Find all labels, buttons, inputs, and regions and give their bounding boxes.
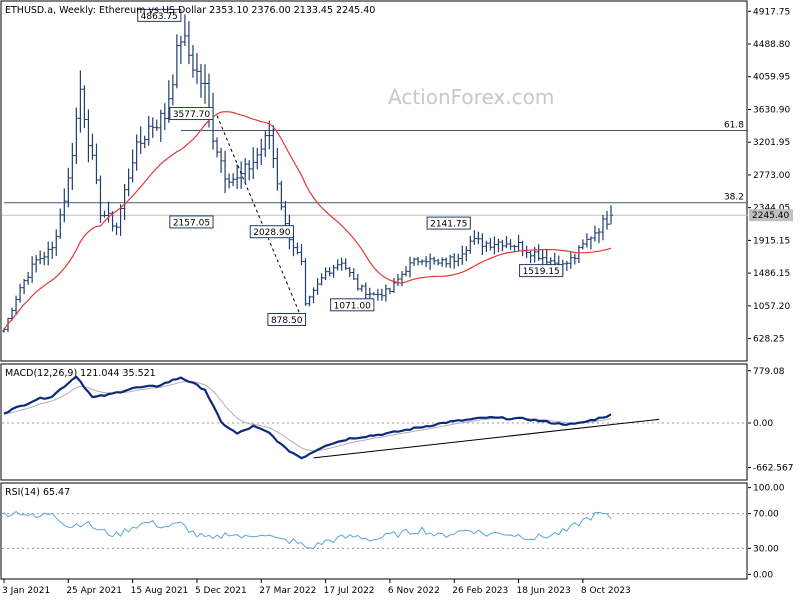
time-axis-label: 27 Mar 2022 (259, 586, 316, 596)
price-label-box-4 (267, 312, 306, 326)
price-label-box-6 (426, 216, 471, 230)
price-label-box-7 (519, 264, 564, 278)
price-axis-label: 1057.20 (753, 302, 790, 312)
price-label-0: 4863.75 (141, 12, 178, 22)
price-axis-label: 2773.00 (753, 171, 790, 181)
time-axis-label: 3 Jan 2021 (2, 586, 50, 596)
price-label-3: 2028.90 (253, 228, 290, 238)
current-price-tag (749, 209, 793, 222)
price-label-box-5 (330, 298, 375, 312)
price-label-6: 2141.75 (430, 220, 467, 230)
price-axis-label: 2344.05 (753, 204, 790, 214)
time-axis-label: 17 Jul 2022 (324, 586, 375, 596)
price-label-box-1 (169, 107, 214, 121)
time-axis-label: 18 Jun 2023 (517, 586, 571, 596)
current-price-label: 2245.40 (752, 211, 789, 221)
price-label-1: 3577.70 (173, 110, 210, 120)
price-label-box-2 (169, 215, 214, 229)
rsi-indicator: 100.00 70.00 30.00 0.00 (2, 484, 785, 580)
macd-indicator: 779.08 0.00 -662.567 (2, 367, 793, 473)
price-dashed-trendline (216, 115, 302, 319)
rsi-axis-label: 70.00 (753, 510, 779, 520)
rsi-line (3, 510, 612, 550)
fib-label-0: 61.8 (724, 121, 744, 131)
moving-average (3, 111, 612, 330)
price-axis-label: 4059.95 (753, 73, 790, 83)
time-axis-label: 15 Aug 2021 (131, 586, 189, 596)
price-axis-label: 628.25 (753, 335, 785, 345)
price-label-box-0 (137, 8, 182, 22)
rsi-label: RSI(14) 65.47 (5, 487, 70, 498)
price-axis-label: 4917.75 (753, 7, 790, 17)
price-axis-label: 4488.80 (753, 40, 790, 50)
price-labels: 4863.75 3577.70 2157.05 2028.90 878.50 1071.0… (137, 8, 564, 326)
time-axis-label: 6 Nov 2022 (388, 586, 440, 596)
price-label-5: 1071.00 (334, 301, 371, 311)
time-axis-label: 26 Feb 2023 (452, 586, 508, 596)
trend-lines (216, 115, 302, 319)
price-candles (2, 14, 614, 333)
macd-trendline (313, 418, 660, 459)
macd-axis-label: 779.08 (753, 367, 785, 377)
macd-axis-label: 0.00 (753, 419, 773, 429)
rsi-panel-border (0, 482, 748, 580)
time-axis-label: 25 Apr 2021 (66, 586, 122, 596)
rsi-axis-label: 30.00 (753, 544, 779, 554)
rsi-axis-label: 100.00 (753, 484, 785, 494)
moving-average-line (3, 111, 612, 330)
macd-line (3, 375, 612, 460)
chart-title: ETHUSD.a, Weekly: Ethereum vs US Dollar … (5, 5, 375, 16)
macd-axis-label: -662.567 (753, 463, 793, 473)
time-axis-label: 8 Oct 2023 (581, 586, 631, 596)
price-axis: 4917.75 4488.80 4059.95 3630.90 3201.95 2773.… (748, 7, 793, 345)
price-axis-label: 1915.15 (753, 236, 790, 246)
time-axis: 3 Jan 2021 25 Apr 2021 15 Aug 2021 5 Dec 20… (2, 579, 631, 596)
fib-label-1: 38.2 (724, 193, 744, 203)
price-label-box-3 (249, 225, 294, 239)
price-axis-label: 1486.15 (753, 269, 790, 279)
price-axis-label: 3630.90 (753, 105, 790, 115)
time-axis-label: 5 Dec 2021 (195, 586, 247, 596)
price-axis-label: 3201.95 (753, 138, 790, 148)
price-label-7: 1519.15 (523, 267, 560, 277)
price-label-4: 878.50 (271, 316, 303, 326)
macd-label: MACD(12,26,9) 121.044 35.521 (5, 368, 156, 379)
watermark-text: ActionForex.com (388, 85, 554, 109)
price-label-2: 2157.05 (173, 218, 210, 228)
fibonacci-levels: 61.8 38.2 (2, 121, 748, 216)
price-panel-border (0, 0, 748, 362)
macd-panel-border (0, 363, 748, 481)
rsi-axis-label: 0.00 (753, 570, 773, 580)
